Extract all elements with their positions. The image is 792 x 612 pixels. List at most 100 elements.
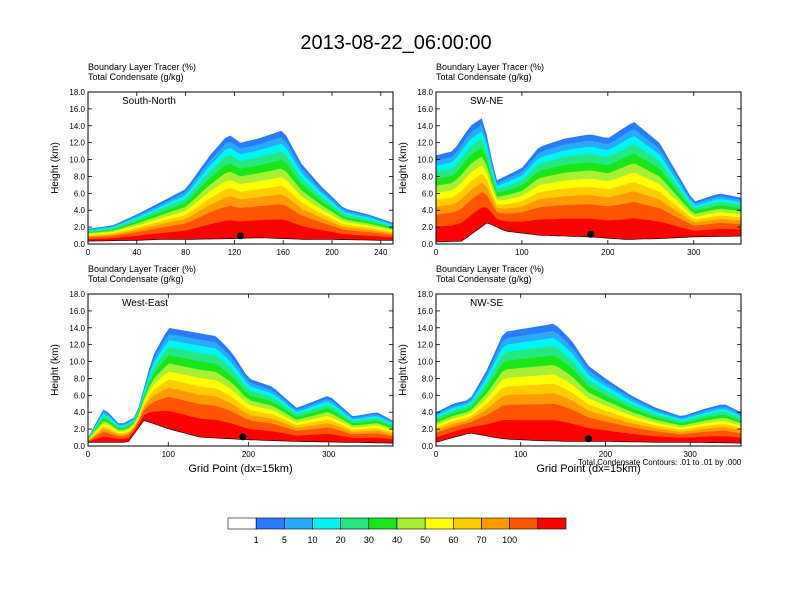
y-tick-label: 18.0 bbox=[417, 290, 433, 299]
panel-title-condensate: Total Condensate (g/kg) bbox=[436, 274, 532, 284]
y-tick-label: 0.0 bbox=[422, 442, 434, 451]
terrain-fill bbox=[436, 223, 741, 244]
y-tick-label: 18.0 bbox=[69, 290, 85, 299]
colorbar-box bbox=[481, 517, 510, 530]
x-tick-label: 160 bbox=[277, 248, 291, 257]
colorbar-label: 100 bbox=[502, 535, 517, 545]
y-tick-label: 12.0 bbox=[69, 341, 85, 350]
x-axis-label: Grid Point (dx=15km) bbox=[536, 463, 640, 475]
x-tick-label: 0 bbox=[434, 248, 439, 257]
x-tick-label: 300 bbox=[322, 450, 336, 459]
location-marker bbox=[239, 433, 247, 441]
colorbar: 1 5 10 20 30 40 50 60 70 100 bbox=[227, 517, 567, 545]
y-tick-label: 4.0 bbox=[74, 206, 86, 215]
colorbar-label: 50 bbox=[420, 535, 430, 545]
y-tick-label: 14.0 bbox=[69, 324, 85, 333]
y-tick-label: 18.0 bbox=[417, 88, 433, 97]
y-tick-label: 2.0 bbox=[422, 425, 434, 434]
colorbar-label: 5 bbox=[282, 535, 287, 545]
colorbar-box bbox=[396, 517, 426, 530]
y-axis-label: Height (km) bbox=[398, 142, 409, 194]
panel-title-tracer: Boundary Layer Tracer (%) bbox=[436, 264, 544, 274]
x-tick-label: 0 bbox=[86, 450, 91, 459]
x-tick-label: 300 bbox=[687, 248, 701, 257]
y-tick-label: 4.0 bbox=[74, 408, 86, 417]
y-tick-label: 10.0 bbox=[69, 358, 85, 367]
location-marker bbox=[585, 435, 592, 443]
x-axis-label: Grid Point (dx=15km) bbox=[188, 463, 292, 475]
panel-nw-se: Boundary Layer Tracer (%)Total Condensat… bbox=[398, 264, 742, 475]
x-tick-label: 0 bbox=[86, 248, 91, 257]
x-tick-label: 100 bbox=[162, 450, 176, 459]
colorbar-label: 10 bbox=[307, 535, 317, 545]
terrain-fill bbox=[88, 421, 393, 446]
plot-frame bbox=[435, 293, 742, 447]
colorbar-box bbox=[227, 517, 257, 530]
tracer-field bbox=[436, 323, 741, 446]
y-tick-label: 14.0 bbox=[417, 122, 433, 131]
x-tick-label: 80 bbox=[181, 248, 190, 257]
y-axis-label: Height (km) bbox=[50, 344, 61, 396]
y-tick-label: 12.0 bbox=[417, 139, 433, 148]
y-tick-label: 2.0 bbox=[74, 223, 86, 232]
x-tick-label: 200 bbox=[599, 450, 613, 459]
x-tick-label: 40 bbox=[132, 248, 141, 257]
y-tick-label: 10.0 bbox=[69, 156, 85, 165]
panel-title-condensate: Total Condensate (g/kg) bbox=[436, 72, 532, 82]
tracer-band-10 bbox=[436, 420, 741, 444]
colorbar-box bbox=[537, 517, 567, 530]
y-axis-label: Height (km) bbox=[50, 142, 61, 194]
y-tick-label: 8.0 bbox=[422, 172, 434, 181]
x-tick-label: 200 bbox=[325, 248, 339, 257]
y-tick-label: 0.0 bbox=[422, 240, 434, 249]
y-tick-label: 2.0 bbox=[74, 425, 86, 434]
y-tick-label: 8.0 bbox=[74, 374, 86, 383]
y-tick-label: 12.0 bbox=[417, 341, 433, 350]
location-marker bbox=[237, 232, 244, 240]
tracer-band-9 bbox=[88, 396, 393, 444]
plot-frame bbox=[87, 293, 394, 447]
terrain-fill bbox=[88, 238, 393, 244]
colorbar-box bbox=[312, 517, 341, 530]
panel-label: NW-SE bbox=[470, 298, 503, 309]
colorbar-box bbox=[453, 517, 482, 530]
panel-title-tracer: Boundary Layer Tracer (%) bbox=[88, 62, 196, 72]
panel-title-condensate: Total Condensate (g/kg) bbox=[88, 72, 184, 82]
y-tick-label: 16.0 bbox=[417, 307, 433, 316]
y-tick-label: 6.0 bbox=[74, 189, 86, 198]
location-marker bbox=[587, 230, 595, 238]
colorbar-label: 40 bbox=[392, 535, 402, 545]
colorbar-box bbox=[509, 517, 539, 530]
colorbar-label: 1 bbox=[254, 535, 259, 545]
colorbar-box bbox=[424, 517, 454, 530]
contour-footnote: Total Condensate Contours: .01 to .01 by… bbox=[578, 458, 742, 467]
y-tick-label: 6.0 bbox=[74, 391, 86, 400]
y-tick-label: 4.0 bbox=[422, 408, 434, 417]
x-tick-label: 200 bbox=[242, 450, 256, 459]
y-tick-label: 8.0 bbox=[74, 172, 86, 181]
colorbar-box bbox=[368, 517, 398, 530]
y-tick-label: 0.0 bbox=[74, 240, 86, 249]
colorbar-box bbox=[255, 517, 285, 530]
panel-label: West-East bbox=[122, 298, 168, 309]
x-tick-label: 100 bbox=[514, 450, 528, 459]
panel-title-condensate: Total Condensate (g/kg) bbox=[88, 274, 184, 284]
tracer-band-10 bbox=[88, 411, 393, 444]
y-tick-label: 6.0 bbox=[422, 189, 434, 198]
y-tick-label: 10.0 bbox=[417, 358, 433, 367]
terrain-fill bbox=[436, 433, 741, 446]
tracer-band-10 bbox=[436, 207, 741, 243]
y-tick-label: 16.0 bbox=[69, 105, 85, 114]
colorbar-label: 30 bbox=[364, 535, 374, 545]
y-tick-label: 14.0 bbox=[417, 324, 433, 333]
y-tick-label: 8.0 bbox=[422, 374, 434, 383]
plot-frame bbox=[435, 91, 742, 245]
y-tick-label: 10.0 bbox=[417, 156, 433, 165]
panel-south-north: Boundary Layer Tracer (%)Total Condensat… bbox=[50, 62, 394, 257]
panel-sw-ne: Boundary Layer Tracer (%)Total Condensat… bbox=[398, 62, 742, 257]
colorbar-label: 60 bbox=[448, 535, 458, 545]
tracer-band-10 bbox=[88, 219, 393, 242]
colorbar-label: 70 bbox=[476, 535, 486, 545]
x-tick-label: 200 bbox=[601, 248, 615, 257]
